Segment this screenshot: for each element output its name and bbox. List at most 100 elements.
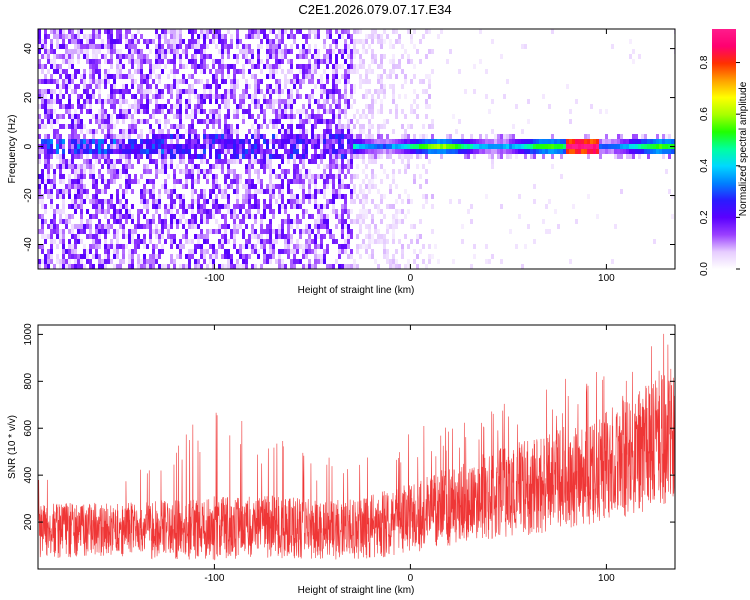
heatmap-cell [488,154,491,159]
heatmap-cell [383,244,386,249]
heatmap-cell [317,99,320,104]
heatmap-cell [239,69,242,74]
heatmap-cell [38,259,41,264]
heatmap-cell [92,94,95,99]
heatmap-cell [110,239,113,244]
heatmap-cell [158,254,161,259]
heatmap-cell [191,89,194,94]
heatmap-cell [149,189,152,194]
heatmap-cell [251,134,254,139]
heatmap-cell [332,189,335,194]
heatmap-cell [242,219,245,224]
heatmap-cell [332,194,335,199]
heatmap-cell [203,144,206,149]
heatmap-cell [41,139,44,144]
heatmap-cell [281,29,284,34]
heatmap-cell [224,154,227,159]
heatmap-cell [188,219,191,224]
heatmap-cell [191,184,194,189]
heatmap-cell [374,59,377,64]
heatmap-cell [41,169,44,174]
heatmap-cell [659,139,662,144]
colorbar-label: Normalized spectral amplitude [738,81,749,216]
heatmap-cell [470,134,473,139]
heatmap-cell [245,179,248,184]
heatmap-cell [59,74,62,79]
heatmap-cell [287,79,290,84]
heatmap-cell [314,244,317,249]
heatmap-cell [392,94,395,99]
heatmap-cell [299,29,302,34]
heatmap-cell [269,64,272,69]
heatmap-cell [98,259,101,264]
heatmap-cell [185,169,188,174]
heatmap-cell [473,244,476,249]
heatmap-cell [200,219,203,224]
heatmap-cell [407,199,410,204]
heatmap-cell [158,124,161,129]
heatmap-cell [161,249,164,254]
heatmap-cell [92,79,95,84]
heatmap-cell [206,249,209,254]
heatmap-cell [248,59,251,64]
heatmap-cell [428,254,431,259]
heatmap-cell [293,34,296,39]
heatmap-cell [344,44,347,49]
heatmap-cell [86,94,89,99]
heatmap-cell [50,239,53,244]
heatmap-cell [200,99,203,104]
heatmap-cell [557,144,560,149]
heatmap-cell [161,229,164,234]
heatmap-cell [350,89,353,94]
heatmap-cell [44,44,47,49]
heatmap-cell [296,109,299,114]
heatmap-cell [83,169,86,174]
heatmap-cell [158,129,161,134]
heatmap-cell [71,159,74,164]
heatmap-cell [272,139,275,144]
heatmap-cell [65,184,68,189]
heatmap-cell [359,219,362,224]
heatmap-cell [188,224,191,229]
heatmap-cell [173,114,176,119]
heatmap-cell [317,164,320,169]
heatmap-cell [185,184,188,189]
heatmap-cell [131,54,134,59]
heatmap-cell [158,154,161,159]
heatmap-cell [350,189,353,194]
heatmap-cell [260,124,263,129]
heatmap-cell [239,209,242,214]
heatmap-cell [308,229,311,234]
heatmap-cell [395,224,398,229]
heatmap-cell [338,79,341,84]
heatmap-cell [62,209,65,214]
heatmap-cell [224,249,227,254]
heatmap-cell [47,194,50,199]
heatmap-cell [464,89,467,94]
heatmap-cell [164,29,167,34]
heatmap-cell [248,174,251,179]
heatmap-cell [233,244,236,249]
heatmap-cell [299,114,302,119]
heatmap-cell [236,204,239,209]
heatmap-cell [215,119,218,124]
heatmap-cell [173,264,176,269]
heatmap-cell [275,39,278,44]
heatmap-cell [269,219,272,224]
heatmap-cell [152,194,155,199]
heatmap-cell [245,139,248,144]
heatmap-cell [464,154,467,159]
heatmap-cell [101,44,104,49]
heatmap-cell [566,144,569,149]
heatmap-cell [86,154,89,159]
heatmap-cell [38,89,41,94]
heatmap-cell [191,109,194,114]
heatmap-cell [563,149,566,154]
heatmap-cell [47,174,50,179]
heatmap-cell [326,229,329,234]
heatmap-cell [149,74,152,79]
heatmap-cell [170,104,173,109]
heatmap-cell [332,64,335,69]
heatmap-cell [380,134,383,139]
